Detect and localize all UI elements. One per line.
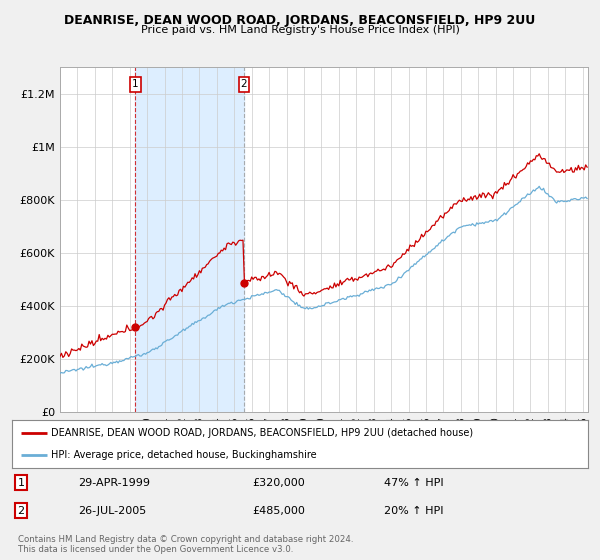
- Text: 2: 2: [241, 80, 247, 90]
- Text: £320,000: £320,000: [252, 478, 305, 488]
- Text: 29-APR-1999: 29-APR-1999: [78, 478, 150, 488]
- Text: £485,000: £485,000: [252, 506, 305, 516]
- Text: 47% ↑ HPI: 47% ↑ HPI: [384, 478, 443, 488]
- Text: 26-JUL-2005: 26-JUL-2005: [78, 506, 146, 516]
- Text: 20% ↑ HPI: 20% ↑ HPI: [384, 506, 443, 516]
- Text: 1: 1: [17, 478, 25, 488]
- Text: 2: 2: [17, 506, 25, 516]
- Text: Contains HM Land Registry data © Crown copyright and database right 2024.
This d: Contains HM Land Registry data © Crown c…: [18, 535, 353, 554]
- Text: DEANRISE, DEAN WOOD ROAD, JORDANS, BEACONSFIELD, HP9 2UU: DEANRISE, DEAN WOOD ROAD, JORDANS, BEACO…: [64, 14, 536, 27]
- Text: DEANRISE, DEAN WOOD ROAD, JORDANS, BEACONSFIELD, HP9 2UU (detached house): DEANRISE, DEAN WOOD ROAD, JORDANS, BEACO…: [51, 428, 473, 438]
- Text: HPI: Average price, detached house, Buckinghamshire: HPI: Average price, detached house, Buck…: [51, 450, 317, 460]
- Bar: [135, 67, 244, 412]
- Text: 1: 1: [132, 80, 139, 90]
- Text: Price paid vs. HM Land Registry's House Price Index (HPI): Price paid vs. HM Land Registry's House …: [140, 25, 460, 35]
